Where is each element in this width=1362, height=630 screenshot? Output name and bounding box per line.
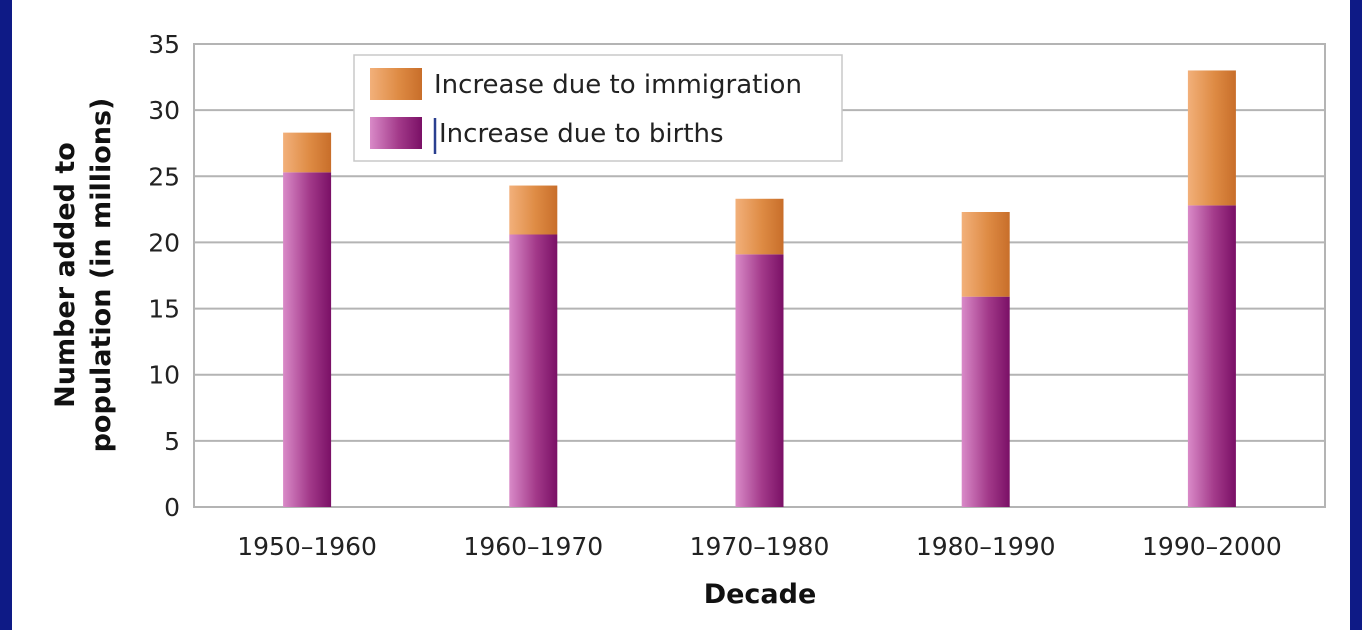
y-axis-title: Number added to population (in millions) [50,98,117,453]
population-bar-chart: 0 5 10 15 20 25 30 35 1950–1960 1960–1970 1970–19… [50,30,1326,610]
y-tick-label: 20 [148,228,180,257]
x-tick-label: 1950–1960 [237,532,377,561]
x-tick-label: 1990–2000 [1142,532,1282,561]
legend-label-births: Increase due to births [439,119,724,149]
legend: Increase due to immigration Increase due… [353,54,843,162]
y-axis-title-line2: population (in millions) [86,98,117,453]
y-tick-label: 25 [148,162,180,191]
x-tick-label: 1970–1980 [690,532,830,561]
bar-births [283,172,332,507]
y-tick-label: 30 [148,96,180,125]
x-axis-tick-labels: 1950–1960 1960–1970 1970–1980 1980–1990 1990… [237,532,1282,561]
bar-immigration [509,185,558,235]
x-tick-label: 1960–1970 [463,532,603,561]
bar-births [509,234,558,507]
y-tick-label: 0 [164,493,180,522]
y-tick-label: 35 [148,30,180,59]
y-tick-label: 5 [164,427,180,456]
bar-births [735,254,784,507]
bar-births [1187,205,1236,508]
y-tick-label: 15 [148,295,180,324]
y-tick-label: 10 [148,361,180,390]
x-tick-label: 1980–1990 [916,532,1056,561]
bar-immigration [283,132,332,173]
x-axis-title: Decade [704,579,817,610]
legend-swatch-births [370,117,422,149]
bar-immigration [961,212,1010,297]
bar-births [961,296,1010,507]
legend-label-immigration: Increase due to immigration [434,70,802,100]
legend-swatch-immigration [370,68,422,100]
bar-immigration [1187,70,1236,206]
y-axis-tick-labels: 0 5 10 15 20 25 30 35 [148,30,180,522]
bars [283,70,1236,508]
chart-frame: 0 5 10 15 20 25 30 35 1950–1960 1960–1970 1970–19… [12,0,1350,630]
bar-immigration [735,198,784,255]
y-axis-title-line1: Number added to [50,142,81,408]
